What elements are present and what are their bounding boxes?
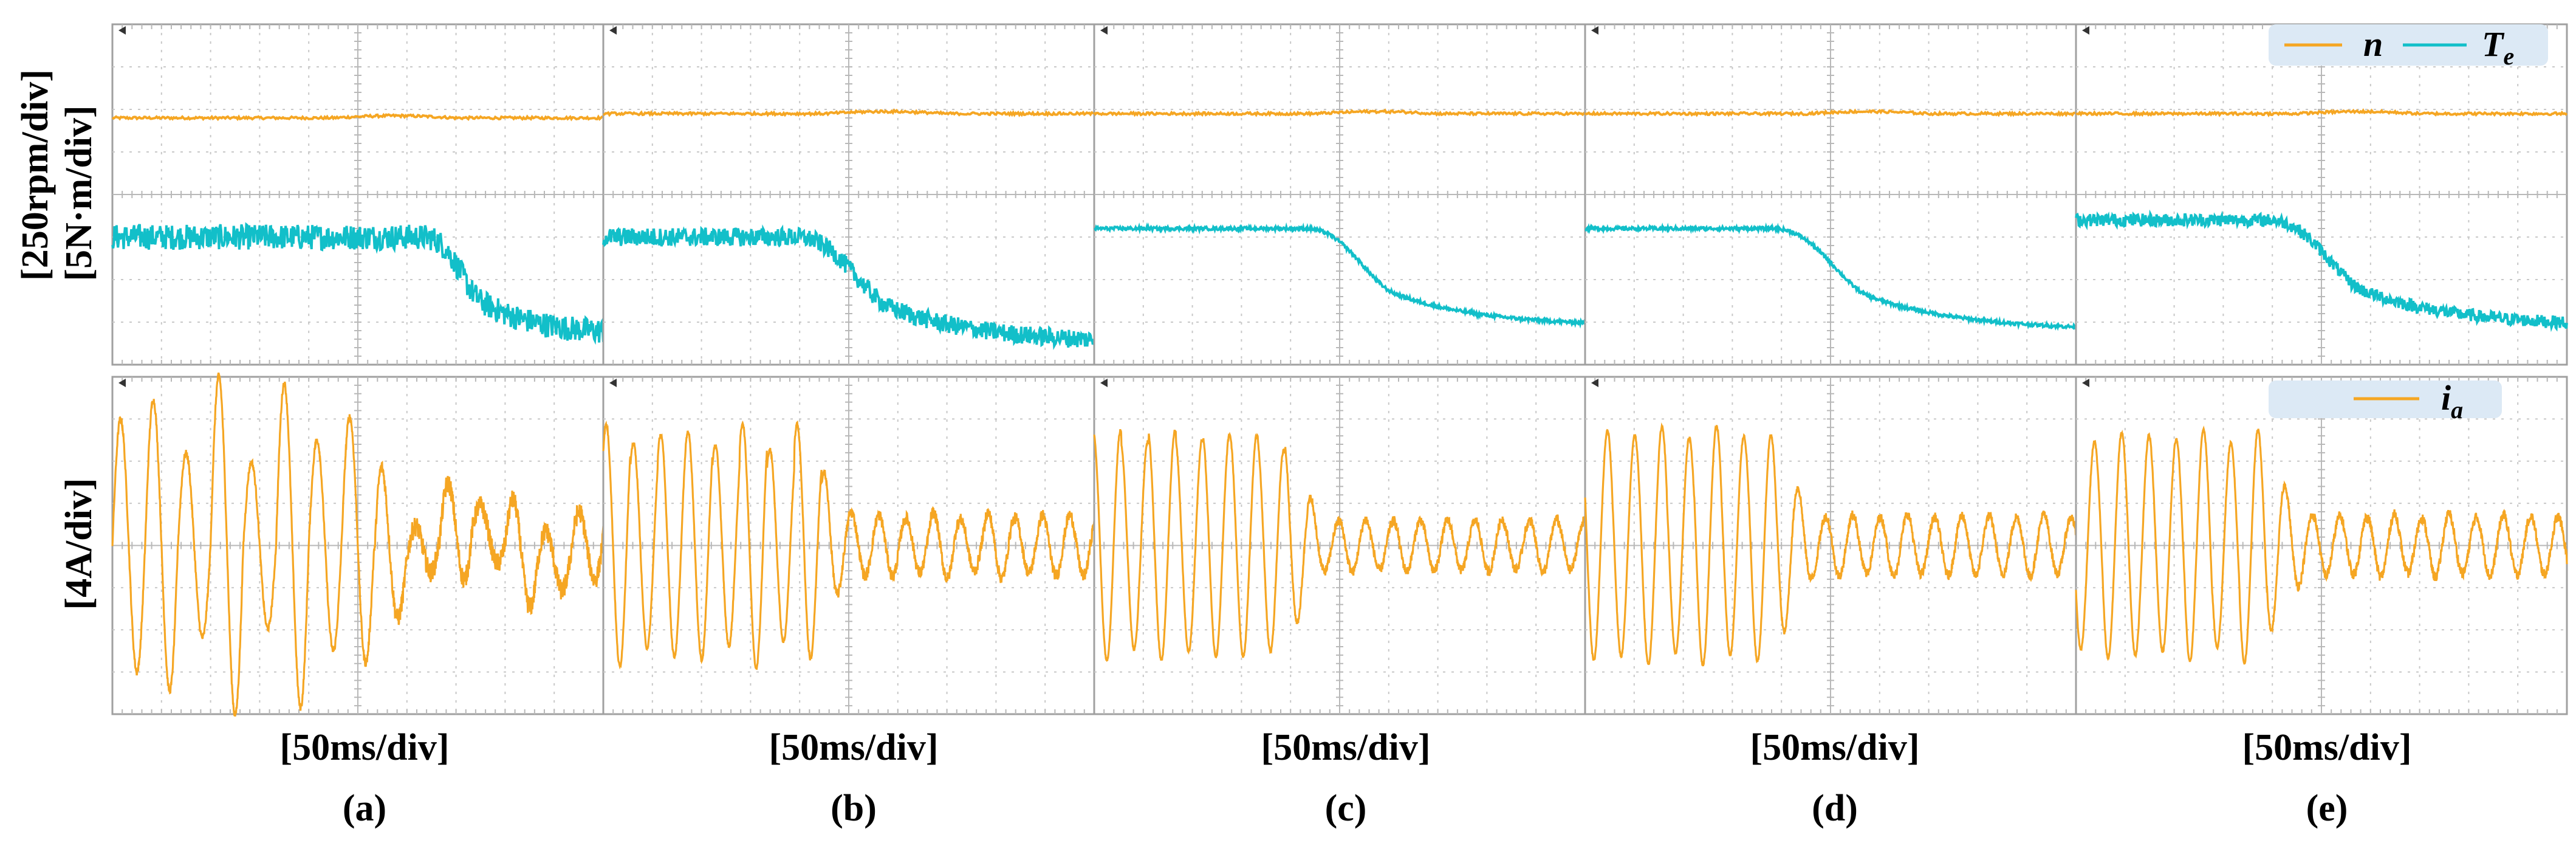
legend-ia-label: ia: [2441, 378, 2463, 424]
panel-b-torque-trace: [602, 224, 1095, 350]
panel-b-top-trigger-marker: [609, 26, 617, 35]
panel-label-a: (a): [343, 788, 386, 829]
legend-te-subscript: e: [2503, 43, 2514, 70]
panels-layer: [111, 23, 2568, 717]
x-label-b: [50ms/div]: [769, 727, 939, 768]
panel-b-speed-trace: [603, 108, 1095, 117]
panel-c-bottom-trigger-marker: [1100, 379, 1108, 387]
panel-label-d: (d): [1812, 788, 1858, 829]
y-label-speed: [250rpm/div]: [15, 69, 56, 281]
panel-b-top-axis-ticks: [603, 24, 1094, 365]
panel-e-speed-trace: [2075, 108, 2568, 118]
legend-top: n Te: [2269, 24, 2548, 70]
panel-c-torque-trace: [1094, 222, 1586, 329]
panel-e: [2075, 23, 2568, 715]
panel-d: [1584, 23, 2077, 715]
legend-te-symbol: T: [2482, 24, 2505, 64]
panel-c-speed-trace: [1093, 108, 1586, 117]
legend-bottom: ia: [2269, 378, 2502, 424]
panel-a-speed-trace: [111, 112, 604, 122]
panel-label-b: (b): [831, 788, 877, 829]
panel-a-top-axis-ticks: [112, 24, 603, 365]
legend-te-label: Te: [2482, 24, 2514, 70]
panel-a-bottom-trigger-marker: [118, 379, 126, 387]
panel-d-current-trace: [1584, 422, 2077, 667]
panel-a-top-trigger-marker: [118, 26, 126, 35]
panel-c-top-trigger-marker: [1100, 26, 1108, 35]
panel-d-top-trigger-marker: [1591, 26, 1598, 35]
x-label-c: [50ms/div]: [1261, 727, 1431, 768]
panel-e-bottom-trigger-marker: [2082, 379, 2089, 387]
panel-c-bottom-axis-ticks: [1094, 377, 1585, 714]
y-label-torque: [5N·m/div]: [58, 105, 100, 281]
panel-c: [1093, 23, 1586, 715]
panel-labels: (a) (b) (c) (d) (e): [343, 788, 2348, 829]
panel-c-top-axis-ticks: [1094, 24, 1585, 365]
x-label-a: [50ms/div]: [280, 727, 450, 768]
panel-d-top-axis-ticks: [1585, 24, 2076, 365]
panel-d-bottom-axis-ticks: [1585, 377, 2076, 714]
legend-ia-symbol: i: [2441, 378, 2451, 418]
panel-a-current-trace: [111, 372, 605, 717]
panel-label-c: (c): [1325, 788, 1367, 829]
panel-c-current-trace: [1093, 429, 1586, 662]
x-labels: [50ms/div] [50ms/div] [50ms/div] [50ms/d…: [280, 727, 2412, 768]
y-label-current: [4A/div]: [58, 478, 100, 610]
panel-label-e: (e): [2306, 788, 2348, 829]
panel-e-current-trace: [2075, 425, 2568, 665]
panel-d-bottom-trigger-marker: [1591, 379, 1598, 387]
panel-d-speed-trace: [1584, 108, 2077, 118]
panel-b-current-trace: [602, 420, 1095, 670]
panel-e-torque-trace: [2075, 209, 2568, 332]
panel-b: [602, 23, 1095, 715]
x-label-d: [50ms/div]: [1750, 727, 1920, 768]
legend-n-label: n: [2363, 24, 2383, 64]
panel-e-top-trigger-marker: [2082, 26, 2089, 35]
panel-d-torque-trace: [1584, 222, 2077, 331]
x-label-e: [50ms/div]: [2242, 727, 2412, 768]
legend-ia-subscript: a: [2451, 396, 2463, 424]
panel-a: [111, 23, 605, 717]
panel-b-bottom-trigger-marker: [609, 379, 617, 387]
panel-a-torque-trace: [111, 222, 605, 345]
